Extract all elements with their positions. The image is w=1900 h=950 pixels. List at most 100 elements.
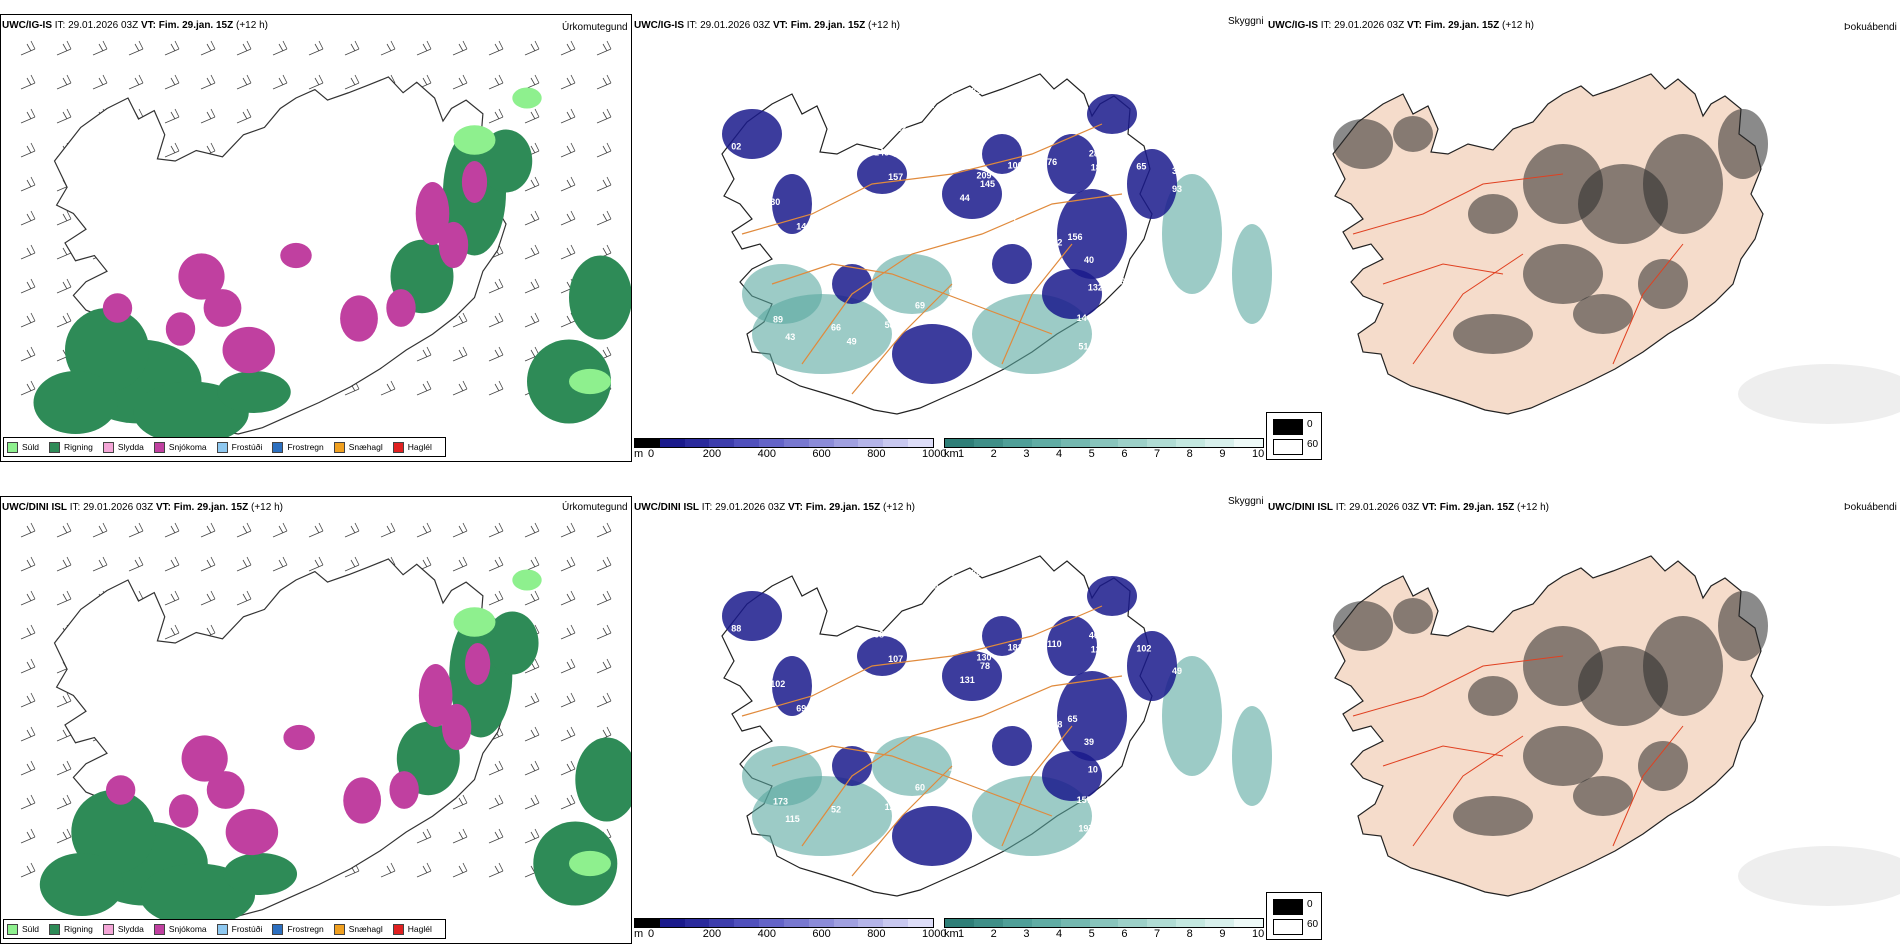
legend-label: Rigning	[64, 442, 93, 452]
ceiling-label: 65	[893, 631, 903, 641]
precip-legend-item: Rigning	[49, 441, 93, 453]
cloud-title: Skyggni	[1228, 496, 1264, 507]
legend-label: Frostúði	[231, 442, 263, 452]
ceiling-label: 40	[1084, 255, 1094, 265]
ceiling-label: 65	[967, 243, 977, 253]
precip-legend-item: Snæhagl	[333, 441, 383, 453]
ceiling-label: 64	[990, 698, 1000, 708]
ceiling-label: 48	[1052, 719, 1062, 729]
colorbar-tick: 200	[702, 448, 722, 460]
lead-time: (+12 h)	[251, 502, 283, 513]
legend-swatch	[49, 441, 61, 453]
fog-title: Þokuábendi	[1844, 502, 1897, 513]
model-name: UWC/IG-IS	[1268, 20, 1318, 31]
ceiling-label: 210	[736, 178, 751, 188]
precip-legend-item: Snjókoma	[153, 923, 207, 935]
model-name: UWC/DINI ISL	[634, 502, 699, 513]
ceiling-label: 145	[980, 179, 995, 189]
ceiling-label: 68	[874, 630, 884, 640]
ceiling-colorbar-1: m 0 200 400 600 800 1000	[634, 438, 946, 462]
lead-time: (+12 h)	[1502, 20, 1534, 31]
legend-swatch	[102, 441, 114, 453]
fog-legend-high: 0	[1307, 419, 1313, 430]
precip-map-2	[20, 522, 631, 927]
colorbar-tick: 0	[648, 448, 655, 460]
ceiling-label: 100	[1008, 160, 1023, 170]
model-name: UWC/IG-IS	[634, 20, 684, 31]
ceiling-label: 47	[896, 192, 906, 202]
ceiling-label: 60	[915, 782, 925, 792]
init-time: IT: 29.01.2026 03Z	[686, 20, 771, 31]
legend-label: Súld	[22, 442, 40, 452]
header-1c: UWC/IG-IS IT: 29.01.2026 03Z VT: Fim. 29…	[1268, 20, 1534, 31]
colorbar-tick: 5	[1088, 448, 1095, 460]
cloud-panel-2: 64 173 80 157 102 129 60 65 48 83 78 147 88 49 52 114 10…	[632, 496, 1272, 944]
ceiling-label: 39	[977, 731, 987, 741]
ceiling-label: 79	[949, 768, 959, 778]
ceiling-label: 47	[945, 86, 955, 96]
colorbar-tick: 5	[1088, 928, 1095, 940]
ceiling-label: 342	[891, 123, 906, 133]
legend-label: Snæhagl	[348, 442, 383, 452]
valid-time: Fim. 29.jan. 15Z	[1439, 502, 1515, 513]
legend-swatch	[7, 923, 18, 935]
legend-label: Frostregn	[287, 924, 324, 934]
colorbar-tick: 1000	[922, 928, 947, 940]
ceiling-label: 65	[1136, 161, 1146, 171]
ceiling-label: 83	[872, 718, 882, 728]
ceiling-label: 281	[1089, 149, 1104, 159]
ceiling-label: 55	[990, 216, 1000, 226]
precip-legend-item: Súld	[7, 923, 39, 935]
colorbar-tick: 1	[958, 448, 965, 460]
colorbar-tick: 600	[812, 448, 831, 460]
ceiling-label: 146	[796, 221, 811, 231]
precip-legend-item: Haglél	[392, 441, 432, 453]
fog-panel-2	[1268, 496, 1900, 944]
colorbar-tick: 7	[1154, 928, 1161, 940]
fog-light-swatch	[1273, 919, 1303, 935]
legend-swatch	[216, 441, 228, 453]
legend-label: Frostregn	[287, 442, 324, 452]
ceiling-label: 44	[960, 193, 970, 203]
ceiling-label: 16	[905, 237, 915, 247]
ceiling-label: 156	[1067, 232, 1082, 242]
ceiling-label: 85	[1103, 309, 1113, 319]
colorbar-strip	[634, 918, 934, 928]
header-1: UWC/IG-IS IT: 29.01.2026 03Z VT: Fim. 29…	[2, 20, 268, 31]
valid-time: Fim. 29.jan. 15Z	[790, 20, 866, 31]
ceiling-label: 102	[770, 679, 785, 689]
cloud-map-2: 64 173 80 157 102 129 60 65 48 83 78 147 88 49 52 114 10…	[721, 555, 1272, 897]
ceiling-label: 227	[1029, 703, 1044, 713]
colorbar-strip	[944, 918, 1264, 928]
ceiling-label: 76	[1047, 157, 1057, 167]
ceiling-label: 51	[1078, 342, 1088, 352]
model-name: UWC/DINI ISL	[1268, 502, 1333, 513]
fog-legend-low: 60	[1307, 439, 1319, 450]
ceiling-label: 126	[885, 802, 900, 812]
ceiling-label: 66	[831, 322, 841, 332]
valid-label: VT:	[787, 502, 803, 513]
ceiling-label: 69	[796, 703, 806, 713]
ceiling-label: 38	[1172, 166, 1182, 176]
fog-legend-1: 0 60	[1266, 412, 1322, 460]
lead-time: (+12 h)	[868, 20, 900, 31]
ceiling-label: 39	[915, 207, 925, 217]
valid-label: VT:	[155, 502, 171, 513]
legend-label: Snæhagl	[348, 924, 383, 934]
colorbar-unit: km	[944, 448, 959, 460]
colorbar-tick: 1000	[922, 448, 947, 460]
legend-swatch	[7, 441, 18, 453]
ceiling-label: 173	[773, 797, 788, 807]
ceiling-label: 181	[1008, 642, 1023, 652]
legend-swatch	[102, 923, 114, 935]
ceiling-label: 49	[847, 336, 857, 346]
precip-title: Úrkomutegund	[562, 502, 628, 513]
ceiling-label: 62	[1052, 237, 1062, 247]
colorbar-tick: 6	[1121, 448, 1128, 460]
fog-legend-high: 0	[1307, 899, 1313, 910]
ceiling-label: 147	[967, 725, 982, 735]
ceiling-label: 56	[1103, 791, 1113, 801]
colorbar-tick: 7	[1154, 448, 1161, 460]
ceiling-label: 216	[1110, 277, 1125, 287]
ceiling-label: 131	[960, 675, 975, 685]
